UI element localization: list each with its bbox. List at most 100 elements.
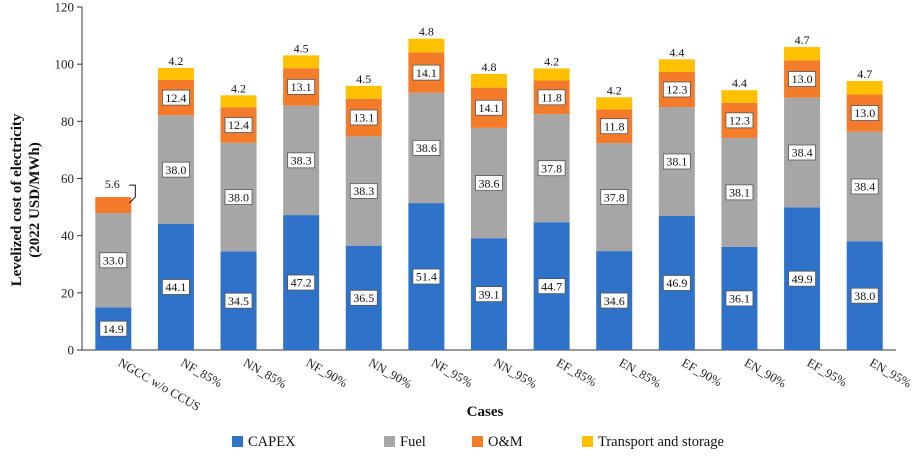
legend-swatch-capex <box>232 436 243 447</box>
bar-segment-o-m <box>95 197 132 214</box>
y-tick-label: 40 <box>61 228 74 243</box>
data-label-o-m: 12.3 <box>666 83 687 97</box>
bar-stack-en-90: 36.1 38.1 12.3 4.4 <box>721 76 758 350</box>
data-label-capex: 46.9 <box>666 276 687 290</box>
legend: CAPEX Fuel O&M Transport and storage <box>232 434 724 450</box>
y-axis-title-line-2: (2022 USD/MWh) <box>27 142 43 257</box>
x-tick-label: NF_90% <box>304 355 350 390</box>
data-label-box <box>349 109 378 126</box>
data-label-box <box>412 64 441 81</box>
data-label-box <box>412 268 441 285</box>
data-label-box <box>287 274 316 291</box>
data-label-box <box>287 152 316 169</box>
legend-label-transport-and-storage: Transport and storage <box>598 434 724 450</box>
legend-swatch-fuel <box>384 436 395 447</box>
bar-segment-transport-and-storage <box>846 81 883 95</box>
data-label-box <box>537 89 566 106</box>
data-label-transport: 4.8 <box>482 60 497 74</box>
data-label-capex: 51.4 <box>416 270 437 284</box>
bar-stack-nf-85: 44.1 38.0 12.4 4.2 <box>157 54 194 350</box>
data-label-o-m: 14.1 <box>479 101 500 115</box>
bar-stack-nf-95: 51.4 38.6 14.1 4.8 <box>408 25 445 350</box>
x-tick-label: NN_85% <box>241 355 289 391</box>
data-label-box <box>537 278 566 295</box>
y-tick-label: 100 <box>55 57 75 72</box>
data-label-o-m: 13.0 <box>792 72 813 86</box>
bar-stack-nn-95: 39.1 38.6 14.1 4.8 <box>471 60 507 350</box>
data-label-capex: 36.5 <box>353 291 374 305</box>
data-label-fuel: 38.0 <box>165 163 186 177</box>
data-label-box <box>475 99 503 116</box>
data-label-transport: 4.4 <box>732 76 747 90</box>
data-label-o-m: 12.4 <box>165 91 186 105</box>
data-label-fuel: 38.1 <box>666 155 687 169</box>
data-label-box <box>99 320 128 337</box>
data-label-transport: 4.2 <box>607 83 622 97</box>
data-label-fuel: 37.8 <box>541 161 562 175</box>
data-label-box <box>662 275 691 291</box>
x-tick-label: NN_90% <box>366 355 414 391</box>
data-label-box <box>788 270 816 287</box>
data-label-o-m: 12.4 <box>228 118 249 132</box>
data-label-box <box>600 292 629 309</box>
legend-label-o-m: O&M <box>488 434 523 450</box>
x-tick-label: EF_85% <box>554 355 599 389</box>
bar-segment-transport-and-storage <box>345 85 382 99</box>
data-label-box <box>162 279 190 295</box>
bar-stack-en-85: 34.6 37.8 11.8 4.2 <box>596 83 633 350</box>
data-label-transport: 4.8 <box>419 25 434 39</box>
bar-segment-transport-and-storage <box>408 38 445 53</box>
x-axis-title: Cases <box>467 404 504 420</box>
data-label-transport: 4.2 <box>231 81 246 95</box>
bar-segment-transport-and-storage <box>220 95 257 108</box>
data-label-capex: 49.9 <box>792 272 813 286</box>
callout-label: 5.6 <box>105 177 120 191</box>
data-label-box <box>224 117 253 133</box>
plot-area: 02040608010012014.933.044.138.012.44.234… <box>55 0 896 358</box>
data-label-box <box>850 287 879 304</box>
data-label-fuel: 38.3 <box>291 154 312 168</box>
data-label-fuel: 37.8 <box>604 190 625 204</box>
data-label-box <box>475 175 503 191</box>
callout-leader-line <box>128 184 136 204</box>
data-label-box <box>662 81 691 98</box>
y-axis-title: Levelized cost of electricity (2022 USD/… <box>9 113 43 286</box>
data-label-fuel: 33.0 <box>103 253 124 267</box>
data-label-box <box>850 178 879 195</box>
data-label-transport: 4.5 <box>294 41 309 55</box>
data-label-box <box>725 184 754 201</box>
bar-segment-transport-and-storage <box>784 47 821 61</box>
bar-segment-transport-and-storage <box>283 55 320 69</box>
y-tick-label: 60 <box>61 171 74 186</box>
y-tick-label: 20 <box>61 285 74 300</box>
x-tick-label: NF_95% <box>429 355 475 390</box>
data-label-transport: 4.5 <box>356 72 371 86</box>
y-tick-label: 80 <box>61 114 74 129</box>
data-label-fuel: 38.6 <box>416 141 437 155</box>
data-label-box <box>224 292 253 309</box>
data-label-fuel: 38.3 <box>353 184 374 198</box>
bar-stack-nf-90: 47.2 38.3 13.1 4.5 <box>283 41 320 350</box>
data-label-box <box>725 112 754 129</box>
data-label-fuel: 38.0 <box>228 190 249 204</box>
x-tick-label: EN_95% <box>867 355 913 390</box>
data-label-box <box>224 189 253 205</box>
x-tick-label: EF_95% <box>805 355 850 389</box>
bar-segment-transport-and-storage <box>658 59 695 72</box>
data-label-o-m: 13.0 <box>854 106 875 120</box>
data-label-box <box>349 289 378 306</box>
x-tick-label: EN_90% <box>742 355 789 390</box>
data-label-box <box>162 161 190 178</box>
data-label-box <box>475 286 503 303</box>
data-label-box <box>600 189 629 205</box>
data-label-capex: 47.2 <box>291 276 312 290</box>
bar-stack-ngcc-w-o-ccus: 14.9 33.0 <box>95 197 132 350</box>
legend-swatch-transport-and-storage <box>582 436 593 447</box>
legend-label-capex: CAPEX <box>248 434 296 450</box>
data-label-box <box>162 89 190 106</box>
data-label-capex: 34.5 <box>228 294 249 308</box>
data-label-transport: 4.2 <box>168 54 183 68</box>
x-tick-label: NF_85% <box>178 355 224 390</box>
